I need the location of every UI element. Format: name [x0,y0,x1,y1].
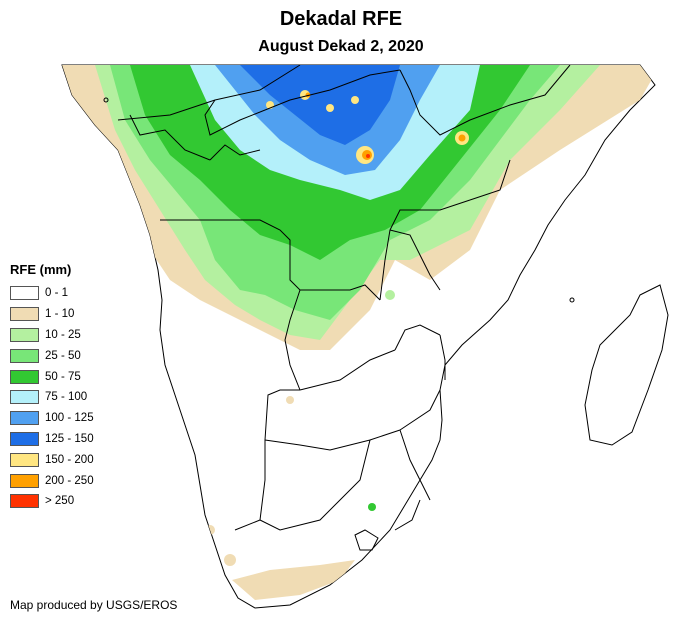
legend-swatch [10,348,39,363]
map-subtitle: August Dekad 2, 2020 [258,38,424,55]
legend-swatch [10,452,39,467]
legend-swatch [10,286,39,301]
legend-swatch [10,307,39,322]
legend-label: 10 - 25 [45,328,81,341]
legend-label: 200 - 250 [45,474,94,487]
legend-title: RFE (mm) [10,262,72,277]
legend-label: 50 - 75 [45,370,81,383]
legend-item: 10 - 25 [10,325,94,346]
country-borders [117,64,571,551]
legend-label: 100 - 125 [45,412,94,425]
legend-swatch [10,473,39,488]
island [569,297,575,303]
legend-label: 0 - 1 [45,287,69,300]
legend-item: 125 - 150 [10,429,94,450]
legend-item: 200 - 250 [10,470,94,491]
legend-label: 1 - 10 [45,308,75,321]
legend-item: 50 - 75 [10,366,94,387]
legend-swatch [10,494,39,509]
legend-label: 25 - 50 [45,349,81,362]
legend-swatch [10,327,39,342]
legend: RFE (mm) 0 - 1 1 - 10 10 - 25 25 - 50 50 - 7… [10,262,94,512]
legend-item: 25 - 50 [10,345,94,366]
legend-item: 75 - 100 [10,387,94,408]
legend-label: 150 - 200 [45,453,94,466]
legend-swatch [10,369,39,384]
legend-item: 150 - 200 [10,449,94,470]
legend-item: 0 - 1 [10,283,94,304]
legend-label: 125 - 150 [45,432,94,445]
island [103,97,109,103]
madagascar [584,284,669,446]
legend-label: > 250 [45,495,75,508]
legend-label: 75 - 100 [45,391,88,404]
legend-item: > 250 [10,491,94,512]
credit-text: Map produced by USGS/EROS [10,598,178,612]
legend-swatch [10,390,39,405]
legend-swatch [10,431,39,446]
legend-swatch [10,411,39,426]
legend-item: 1 - 10 [10,304,94,325]
map-title: Dekadal RFE [279,8,403,30]
legend-item: 100 - 125 [10,408,94,429]
rainfall-map [61,64,669,609]
